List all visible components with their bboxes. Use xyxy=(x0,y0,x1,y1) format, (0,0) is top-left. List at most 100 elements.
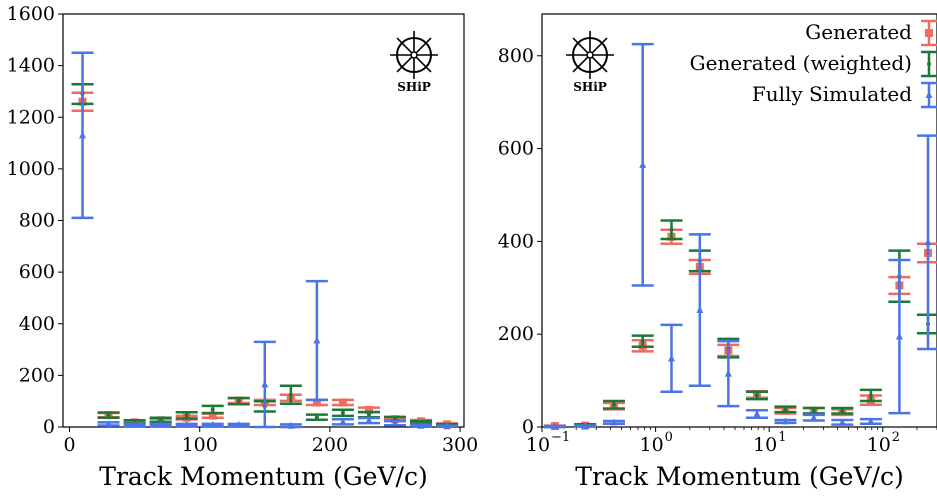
x-tick-label: 10 xyxy=(640,434,664,456)
data-point xyxy=(417,421,425,429)
data-point xyxy=(611,402,616,407)
y-tick-label: 400 xyxy=(498,230,534,252)
data-point xyxy=(131,420,139,428)
data-point xyxy=(236,399,241,404)
y-tick-label: 600 xyxy=(498,138,534,160)
data-point xyxy=(366,412,371,417)
ship-wheel-spoke xyxy=(415,56,432,73)
data-point xyxy=(287,421,295,429)
plot-frame xyxy=(62,13,465,428)
data-point xyxy=(312,398,321,407)
x-tick-exponent: 2 xyxy=(892,430,900,445)
x-tick-exponent: −1 xyxy=(551,430,570,445)
legend-marker xyxy=(925,29,933,37)
data-point xyxy=(79,131,87,139)
x-tick-label: 10 xyxy=(526,434,550,456)
y-tick-label: 200 xyxy=(498,323,534,345)
data-point xyxy=(868,393,873,398)
y-tick-label: 200 xyxy=(19,364,55,386)
data-point xyxy=(261,380,269,388)
ship-wheel-spoke xyxy=(591,56,608,73)
plot-frame xyxy=(541,13,937,428)
data-point xyxy=(157,420,165,428)
data-point xyxy=(640,339,645,344)
y-tick-label: 1400 xyxy=(7,55,55,77)
x-tick-label: 10 xyxy=(753,434,777,456)
data-point xyxy=(696,306,704,314)
data-point xyxy=(667,354,675,362)
data-point xyxy=(184,413,189,418)
x-tick-label: 100 xyxy=(182,434,218,456)
ship-wheel-hub xyxy=(410,51,418,59)
data-point xyxy=(810,413,818,421)
ship-wheel-spoke xyxy=(572,37,589,54)
ship-logo-text: SHiP xyxy=(397,80,431,94)
y-tick-label: 600 xyxy=(19,261,55,283)
data-point xyxy=(183,420,191,428)
data-point xyxy=(669,227,674,232)
ship-wheel-hub xyxy=(586,51,594,59)
ship-logo-1: SHiP xyxy=(566,31,614,94)
x-tick-exponent: 0 xyxy=(665,430,673,445)
y-tick-label: 1200 xyxy=(7,106,55,128)
data-point xyxy=(314,415,319,420)
data-point xyxy=(364,405,373,414)
ship-wheel-spoke xyxy=(396,37,413,54)
ship-wheel-spoke xyxy=(415,37,432,54)
data-point xyxy=(208,411,217,420)
ship-logo-text: SHiP xyxy=(573,80,607,94)
x-axis-label: Track Momentum (GeV/c) xyxy=(575,462,903,491)
data-point xyxy=(443,422,451,430)
data-point xyxy=(781,417,789,425)
legend-label: Generated xyxy=(805,20,912,44)
legend: Generated Generated (weighted) Fully Simul… xyxy=(690,19,937,109)
data-point xyxy=(105,419,113,427)
y-tick-label: 400 xyxy=(19,313,55,335)
data-point xyxy=(313,336,321,344)
data-point xyxy=(895,332,903,340)
y-tick-label: 800 xyxy=(498,45,534,67)
data-point xyxy=(158,417,163,422)
y-tick-label: 0 xyxy=(522,416,534,438)
legend-marker xyxy=(927,62,931,66)
data-point xyxy=(753,410,761,418)
data-point xyxy=(391,419,399,427)
data-point xyxy=(106,413,111,418)
series-fully-simulated xyxy=(71,51,459,430)
y-tick-label: 800 xyxy=(19,210,55,232)
legend-label: Generated (weighted) xyxy=(690,51,912,75)
x-axis-label: Track Momentum (GeV/c) xyxy=(99,462,427,491)
data-point xyxy=(610,418,618,426)
x-tick-label: 0 xyxy=(63,434,75,456)
ship-wheel-spoke xyxy=(396,56,413,73)
data-point xyxy=(210,407,215,412)
data-point xyxy=(581,422,589,430)
data-point xyxy=(840,408,845,413)
data-point xyxy=(339,417,347,425)
x-tick-exponent: 1 xyxy=(778,430,786,445)
x-tick-label: 200 xyxy=(312,434,348,456)
data-point xyxy=(288,392,293,397)
data-point xyxy=(639,160,647,168)
data-point xyxy=(551,422,559,430)
data-point xyxy=(392,416,397,421)
data-point xyxy=(235,420,243,428)
y-tick-label: 1000 xyxy=(7,158,55,180)
ship-wheel-spoke xyxy=(572,56,589,73)
data-point xyxy=(365,416,373,424)
data-point xyxy=(811,408,816,413)
legend-marker xyxy=(925,91,933,98)
x-tick-label: 10 xyxy=(867,434,891,456)
x-tick-label: 300 xyxy=(442,434,478,456)
ship-wheel-spoke xyxy=(591,37,608,54)
data-point xyxy=(867,417,875,425)
legend-label: Fully Simulated xyxy=(752,82,912,106)
data-point xyxy=(724,369,732,377)
panel-1: 0 200 400 600 800 1000 1200 1400 1600 0 100 200 300 T… xyxy=(7,3,479,491)
data-point xyxy=(340,410,345,415)
y-tick-label: 1600 xyxy=(7,3,55,25)
ship-logo-0: SHiP xyxy=(390,31,438,94)
y-tick-label: 0 xyxy=(43,416,55,438)
